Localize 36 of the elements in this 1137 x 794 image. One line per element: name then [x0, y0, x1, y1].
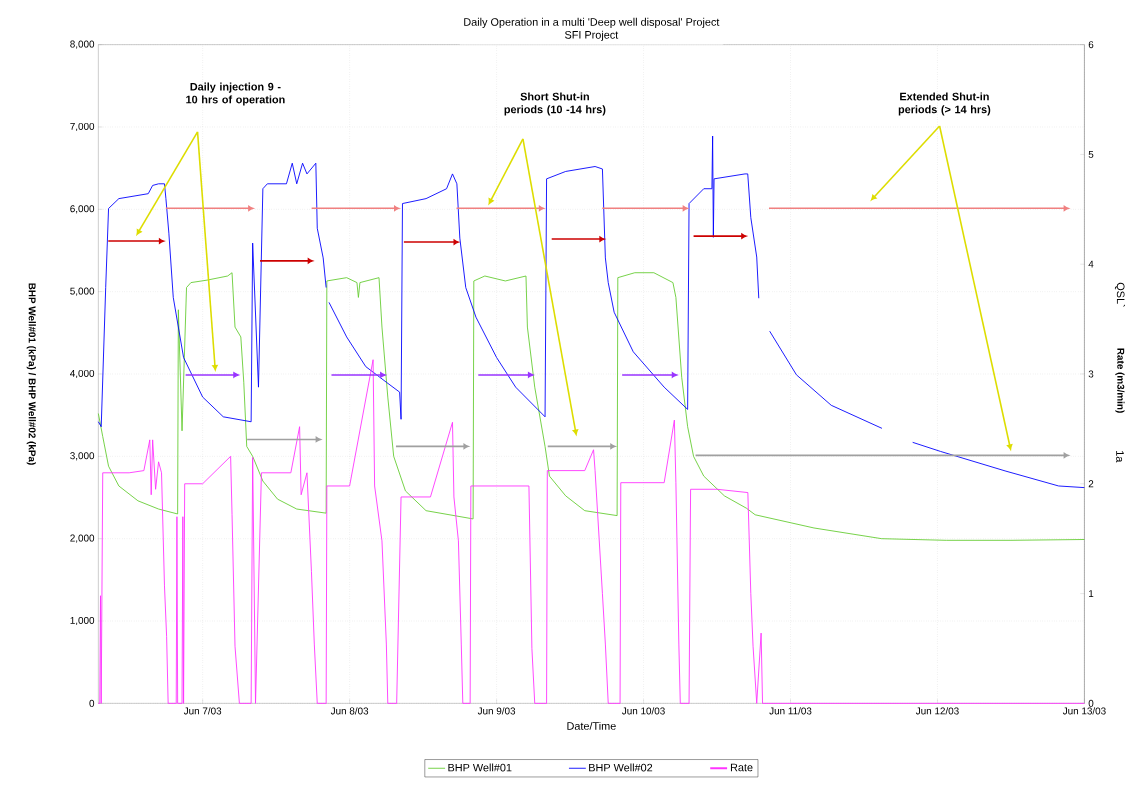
y-tick-label: 0 [89, 700, 95, 708]
chart-title: Daily Operation in a multi 'Deep well disposal' Project [464, 18, 720, 29]
y-axis-title: BHP Well#01 (kPa) / BHP Well#02 (kPa) [26, 283, 36, 465]
y2-tick-label: 2 [1088, 480, 1094, 488]
y-tick-label: 4,000 [70, 370, 95, 379]
y2-tick-label: 3 [1088, 370, 1094, 378]
annotation: Short Shut-in periods (10 -14 hrs) [504, 92, 606, 116]
x-tick-label: Jun 7/03 [183, 707, 222, 715]
annotation: Extended Shut-in periods (> 14 hrs) [898, 92, 991, 116]
y2-tick-label: 5 [1088, 151, 1094, 159]
legend-label: Rate [730, 763, 753, 772]
chart-subtitle: SFI Project [565, 30, 619, 42]
text: 1a [1116, 451, 1124, 463]
y2-tick-label: 1 [1089, 590, 1094, 598]
y-tick-label: 8,000 [70, 40, 95, 49]
y2-tick-label: 0 [1088, 700, 1094, 708]
y-tick-label: 2,000 [70, 534, 95, 543]
legend-label: BHP Well#02 [589, 763, 653, 772]
x-tick-label: Jun 13/03 [1062, 707, 1106, 715]
x-tick-label: Jun 9/03 [477, 707, 516, 715]
x-tick-label: Jun 12/03 [915, 707, 959, 715]
x-tick-label: Jun 10/03 [621, 707, 665, 715]
y2-tick-label: 6 [1088, 41, 1094, 49]
y-tick-label: 1,000 [70, 617, 95, 626]
annotation: Daily injection 9 - 10 hrs of operation [186, 82, 285, 106]
x-axis-title: Date/Time [567, 722, 616, 731]
y-tick-label: 3,000 [70, 452, 95, 461]
y-tick-label: 6,000 [70, 205, 95, 214]
y-tick-label: 5,000 [70, 287, 95, 296]
x-tick-label: Jun 11/03 [769, 707, 812, 715]
y2-axis-title: Rate (m3/min) [1115, 348, 1125, 413]
y-tick-label: 7,000 [70, 123, 95, 132]
x-tick-label: Jun 8/03 [330, 707, 369, 715]
y2-tick-label: 4 [1088, 260, 1094, 268]
legend-label: BHP Well#01 [448, 763, 512, 772]
text: QSL` [1114, 282, 1125, 308]
